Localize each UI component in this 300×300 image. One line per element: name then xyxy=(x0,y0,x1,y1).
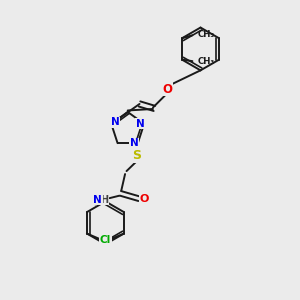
Text: N: N xyxy=(130,138,138,148)
Text: N: N xyxy=(110,117,119,128)
Text: N: N xyxy=(93,195,102,205)
Text: N: N xyxy=(136,119,145,129)
Text: CH₃: CH₃ xyxy=(197,30,215,39)
Text: CH₃: CH₃ xyxy=(197,57,215,66)
Text: H: H xyxy=(100,195,108,205)
Text: Cl: Cl xyxy=(100,235,111,245)
Text: S: S xyxy=(132,149,141,162)
Text: O: O xyxy=(140,194,149,204)
Text: Cl: Cl xyxy=(100,235,111,245)
Text: O: O xyxy=(163,82,173,96)
